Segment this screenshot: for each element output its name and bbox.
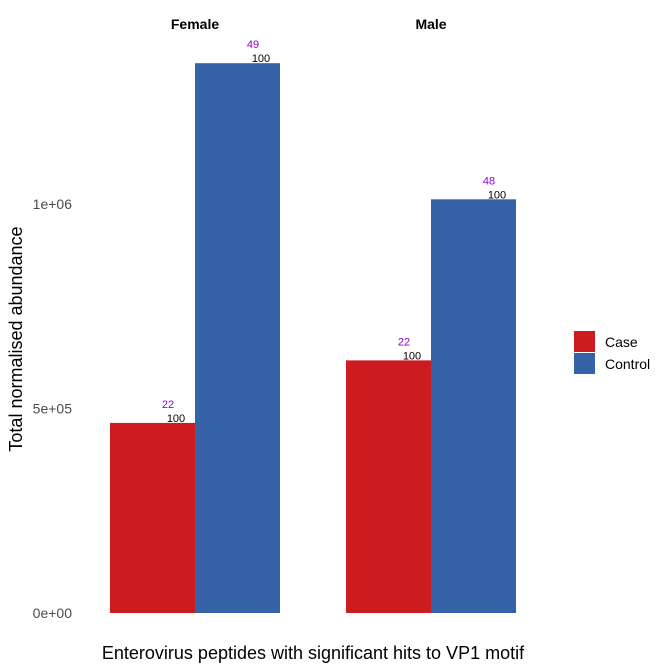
bar-label-bottom: 100 xyxy=(167,413,185,425)
bar-label-bottom: 100 xyxy=(252,53,270,65)
y-tick-label: 0e+00 xyxy=(33,605,73,621)
bar-label-top: 49 xyxy=(247,39,259,51)
bar-male-case xyxy=(346,360,431,613)
legend-key-case xyxy=(574,331,595,352)
y-tick-label: 1e+06 xyxy=(33,196,73,212)
bar-label-bottom: 100 xyxy=(488,189,506,201)
bar-female-control xyxy=(195,63,280,614)
bar-label-top: 22 xyxy=(162,399,174,411)
facet-title-female: Female xyxy=(171,16,219,32)
legend-label-control: Control xyxy=(605,356,650,372)
facet-title-male: Male xyxy=(415,16,446,32)
bar-label-top: 48 xyxy=(483,175,495,187)
x-axis-title: Enterovirus peptides with significant hi… xyxy=(102,643,525,663)
y-axis-title: Total normalised abundance xyxy=(6,226,26,451)
legend-label-case: Case xyxy=(605,334,638,350)
legend-key-control xyxy=(574,353,595,374)
bar-female-case xyxy=(110,422,195,613)
facet-titles: Female Male xyxy=(171,16,447,32)
bars xyxy=(110,63,516,614)
y-tick-label: 5e+05 xyxy=(33,401,73,417)
legend: Case Control xyxy=(574,331,650,374)
bar-count-labels: 22 100 49 100 22 100 48 100 xyxy=(162,39,506,425)
bar-label-bottom: 100 xyxy=(403,350,421,362)
bar-male-control xyxy=(431,199,516,614)
y-axis-ticks: 0e+00 5e+05 1e+06 xyxy=(33,196,73,621)
bar-label-top: 22 xyxy=(398,336,410,348)
